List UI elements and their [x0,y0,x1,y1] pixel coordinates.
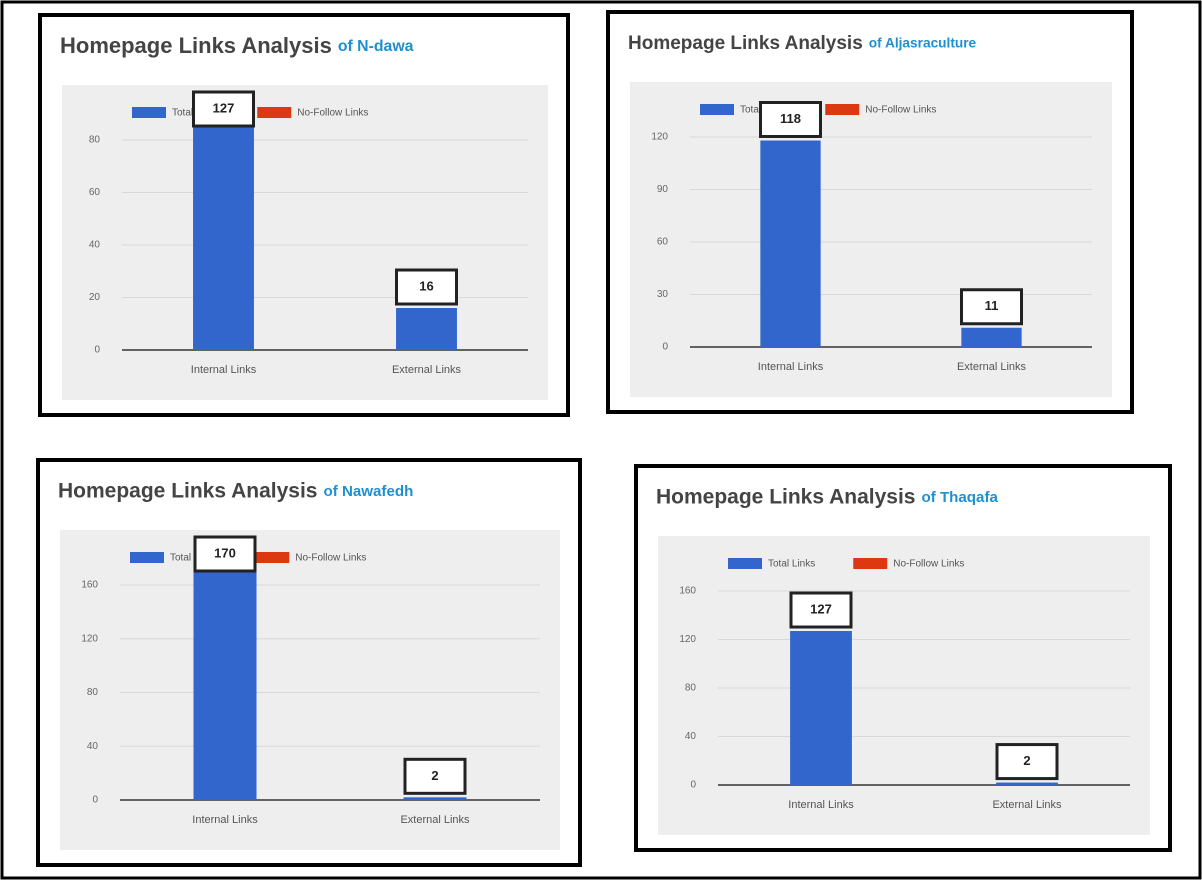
legend-label: No-Follow Links [893,559,964,570]
bar [996,783,1058,785]
x-tick-label: External Links [400,814,470,826]
chart-title: Homepage Links Analysis [628,33,863,54]
chart-subtitle: of N-dawa [338,38,414,55]
figure: Total LinksNo-Follow Links020406080Inter… [0,0,1202,880]
y-tick-label: 0 [94,345,100,356]
page: Total LinksNo-Follow Links020406080Inter… [0,0,1202,880]
value-label: 127 [810,601,832,616]
bar [194,572,257,800]
legend-label: No-Follow Links [297,108,368,119]
y-tick-label: 80 [87,687,99,698]
legend-swatch [255,552,289,563]
y-tick-label: 80 [89,135,101,146]
y-tick-label: 120 [651,132,668,143]
legend-swatch [132,107,166,118]
y-tick-label: 40 [89,240,101,251]
y-tick-label: 0 [662,342,668,353]
value-label: 16 [419,278,433,293]
y-tick-label: 120 [679,634,696,645]
chart-title: Homepage Links Analysis [60,33,332,58]
bar [404,797,467,800]
plot-background [630,82,1112,397]
legend-label: No-Follow Links [295,553,366,564]
x-tick-label: Internal Links [758,361,824,373]
y-tick-label: 20 [89,292,101,303]
plot-background [60,530,560,850]
chart-panel: Total Links No-Follow Links 0 40 80 120 160 Int… [636,466,1170,850]
x-tick-label: Internal Links [788,799,854,811]
y-tick-label: 160 [679,586,696,597]
value-label: 118 [780,111,801,126]
value-label: 127 [213,100,235,115]
y-tick-label: 30 [657,289,669,300]
chart-subtitle: of Aljasraculture [869,36,977,51]
legend-swatch [825,104,859,115]
value-label: 11 [985,298,999,313]
y-tick-label: 40 [685,731,697,742]
y-tick-label: 120 [81,633,98,644]
y-tick-label: 160 [81,580,98,591]
chart-title: Homepage Links Analysis [656,486,915,509]
y-tick-label: 0 [690,780,696,791]
legend-swatch [257,107,291,118]
legend-swatch [700,104,734,115]
legend-swatch [130,552,164,563]
y-tick-label: 60 [89,187,101,198]
legend-swatch [728,558,762,569]
legend-swatch [853,558,887,569]
x-tick-label: Internal Links [191,364,257,376]
bar [961,328,1021,347]
y-tick-label: 0 [92,795,98,806]
chart-subtitle: of Thaqafa [921,489,998,506]
x-tick-label: Internal Links [192,814,258,826]
y-tick-label: 80 [685,683,697,694]
plot-background [658,536,1150,835]
bar [760,141,820,348]
chart-subtitle: of Nawafedh [323,483,413,500]
bar [790,631,852,785]
legend-label: Total Links [768,559,815,570]
legend-label: No-Follow Links [865,105,936,116]
x-tick-label: External Links [392,364,462,376]
y-tick-label: 40 [87,741,99,752]
value-label: 2 [1023,753,1030,768]
y-tick-label: 60 [657,237,669,248]
plot-background [62,85,548,400]
value-label: 2 [431,768,438,783]
x-tick-label: External Links [992,799,1062,811]
chart-title: Homepage Links Analysis [58,480,317,503]
y-tick-label: 90 [657,184,669,195]
x-tick-label: External Links [957,361,1027,373]
bar [396,308,457,350]
value-label: 170 [214,545,236,560]
